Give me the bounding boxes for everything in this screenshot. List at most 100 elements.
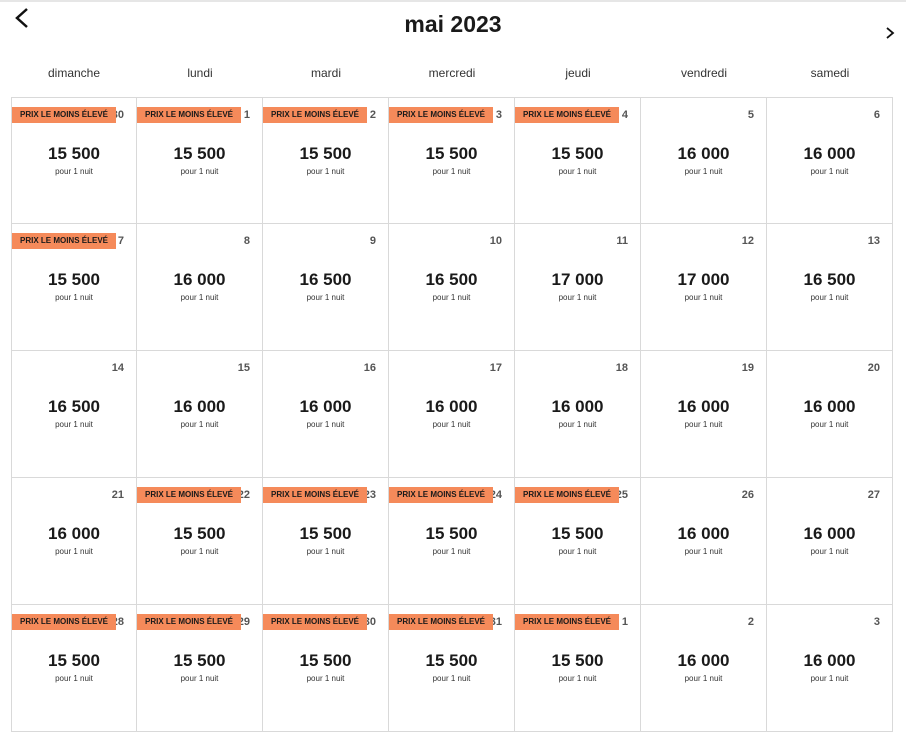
day-cell[interactable]: 24 PRIX LE MOINS ÉLEVÉ 15 500 pour 1 nuit [389, 478, 515, 605]
lowest-price-badge: PRIX LE MOINS ÉLEVÉ [515, 487, 619, 503]
price: 16 000 [173, 397, 226, 416]
day-cell[interactable]: 12 17 000 pour 1 nuit [641, 224, 767, 351]
price-unit: pour 1 nuit [306, 674, 345, 683]
day-cell[interactable]: 16 16 000 pour 1 nuit [263, 351, 389, 478]
day-cell[interactable]: 28 PRIX LE MOINS ÉLEVÉ 15 500 pour 1 nuit [11, 605, 137, 732]
day-cell[interactable]: 30 PRIX LE MOINS ÉLEVÉ 15 500 pour 1 nuit [11, 97, 137, 224]
back-arrow [15, 8, 28, 28]
price-unit: pour 1 nuit [810, 293, 849, 302]
price: 16 000 [803, 651, 856, 670]
price: 17 000 [677, 270, 730, 289]
day-cell[interactable]: 2 PRIX LE MOINS ÉLEVÉ 15 500 pour 1 nuit [263, 97, 389, 224]
day-cell[interactable]: 14 16 500 pour 1 nuit [11, 351, 137, 478]
lowest-price-badge: PRIX LE MOINS ÉLEVÉ [137, 614, 241, 630]
price-unit: pour 1 nuit [180, 547, 219, 556]
day-cell[interactable]: 3 16 000 pour 1 nuit [767, 605, 893, 732]
price-unit: pour 1 nuit [432, 293, 471, 302]
price: 15 500 [299, 651, 352, 670]
day-cell[interactable]: 31 PRIX LE MOINS ÉLEVÉ 15 500 pour 1 nuit [389, 605, 515, 732]
price-unit: pour 1 nuit [810, 674, 849, 683]
price: 16 000 [551, 397, 604, 416]
lowest-price-badge: PRIX LE MOINS ÉLEVÉ [137, 487, 241, 503]
price-unit: pour 1 nuit [810, 547, 849, 556]
price-unit: pour 1 nuit [684, 547, 723, 556]
price: 15 500 [551, 144, 604, 163]
price: 15 500 [425, 144, 478, 163]
price: 16 000 [677, 651, 730, 670]
price-unit: pour 1 nuit [810, 420, 849, 429]
day-cell[interactable]: 25 PRIX LE MOINS ÉLEVÉ 15 500 pour 1 nuit [515, 478, 641, 605]
top-border [0, 0, 906, 2]
day-cell[interactable]: 3 PRIX LE MOINS ÉLEVÉ 15 500 pour 1 nuit [389, 97, 515, 224]
price: 17 000 [551, 270, 604, 289]
day-cell[interactable]: 30 PRIX LE MOINS ÉLEVÉ 15 500 pour 1 nuit [263, 605, 389, 732]
day-cell[interactable]: 11 17 000 pour 1 nuit [515, 224, 641, 351]
price: 15 500 [173, 651, 226, 670]
weekday: dimanche [47, 66, 101, 80]
day-number: 7 [117, 235, 124, 247]
day-cell[interactable]: 18 16 000 pour 1 nuit [515, 351, 641, 478]
day-number: 1 [621, 616, 628, 628]
day-cell[interactable]: 7 PRIX LE MOINS ÉLEVÉ 15 500 pour 1 nuit [11, 224, 137, 351]
price-unit: pour 1 nuit [558, 420, 597, 429]
day-cell[interactable]: 17 16 000 pour 1 nuit [389, 351, 515, 478]
day-cell[interactable]: 23 PRIX LE MOINS ÉLEVÉ 15 500 pour 1 nuit [263, 478, 389, 605]
weekday: jeudi [565, 66, 591, 80]
weekday: mercredi [428, 66, 476, 80]
day-cell[interactable]: 22 PRIX LE MOINS ÉLEVÉ 15 500 pour 1 nuit [137, 478, 263, 605]
day-cell[interactable]: 1 PRIX LE MOINS ÉLEVÉ 15 500 pour 1 nuit [515, 605, 641, 732]
day-cell[interactable]: 27 16 000 pour 1 nuit [767, 478, 893, 605]
day-cell[interactable]: 10 16 500 pour 1 nuit [389, 224, 515, 351]
day-cell[interactable]: 4 PRIX LE MOINS ÉLEVÉ 15 500 pour 1 nuit [515, 97, 641, 224]
back-button[interactable] [12, 6, 32, 32]
day-number: 13 [867, 235, 880, 247]
price-unit: pour 1 nuit [684, 674, 723, 683]
price-unit: pour 1 nuit [558, 167, 597, 176]
day-cell[interactable]: 15 16 000 pour 1 nuit [137, 351, 263, 478]
price: 16 500 [425, 270, 478, 289]
price: 15 500 [48, 270, 100, 289]
price-unit: pour 1 nuit [55, 167, 93, 176]
day-number: 4 [621, 109, 628, 121]
price-unit: pour 1 nuit [306, 167, 345, 176]
price-unit: pour 1 nuit [684, 420, 723, 429]
day-cell[interactable]: 5 16 000 pour 1 nuit [641, 97, 767, 224]
day-cell[interactable]: 21 16 000 pour 1 nuit [11, 478, 137, 605]
price-unit: pour 1 nuit [306, 547, 345, 556]
price: 16 000 [425, 397, 478, 416]
day-cell[interactable]: 19 16 000 pour 1 nuit [641, 351, 767, 478]
lowest-price-badge: PRIX LE MOINS ÉLEVÉ [12, 107, 116, 123]
weekday: lundi [187, 66, 213, 80]
lowest-price-badge: PRIX LE MOINS ÉLEVÉ [389, 487, 493, 503]
day-number: 2 [747, 616, 754, 628]
day-cell[interactable]: 8 16 000 pour 1 nuit [137, 224, 263, 351]
day-cell[interactable]: 26 16 000 pour 1 nuit [641, 478, 767, 605]
price-unit: pour 1 nuit [432, 167, 471, 176]
day-cell[interactable]: 6 16 000 pour 1 nuit [767, 97, 893, 224]
day-number: 27 [867, 489, 880, 501]
day-cell[interactable]: 13 16 500 pour 1 nuit [767, 224, 893, 351]
day-cell[interactable]: 2 16 000 pour 1 nuit [641, 605, 767, 732]
price-unit: pour 1 nuit [810, 167, 849, 176]
day-cell[interactable]: 20 16 000 pour 1 nuit [767, 351, 893, 478]
price: 15 500 [425, 651, 478, 670]
day-number: 2 [369, 109, 376, 121]
week-row: 7 PRIX LE MOINS ÉLEVÉ 15 500 pour 1 nuit 8 16… [11, 224, 894, 351]
price: 16 500 [48, 397, 100, 416]
day-cell[interactable]: 29 PRIX LE MOINS ÉLEVÉ 15 500 pour 1 nuit [137, 605, 263, 732]
price-unit: pour 1 nuit [180, 674, 219, 683]
day-number: 1 [243, 109, 250, 121]
weekday: samedi [810, 66, 850, 80]
price: 15 500 [173, 144, 226, 163]
price-unit: pour 1 nuit [306, 293, 345, 302]
next-month-button[interactable] [883, 26, 897, 42]
day-cell[interactable]: 9 16 500 pour 1 nuit [263, 224, 389, 351]
day-cell[interactable]: 1 PRIX LE MOINS ÉLEVÉ 15 500 pour 1 nuit [137, 97, 263, 224]
lowest-price-badge: PRIX LE MOINS ÉLEVÉ [515, 614, 619, 630]
week-row: 21 16 000 pour 1 nuit 22 PRIX LE MOINS ÉLEVÉ… [11, 478, 894, 605]
price: 15 500 [299, 524, 352, 543]
day-number: 17 [489, 362, 502, 374]
price-unit: pour 1 nuit [55, 547, 93, 556]
week-row: 14 16 500 pour 1 nuit 15 16 000 pour 1 nuit 16… [11, 351, 894, 478]
lowest-price-badge: PRIX LE MOINS ÉLEVÉ [137, 107, 241, 123]
